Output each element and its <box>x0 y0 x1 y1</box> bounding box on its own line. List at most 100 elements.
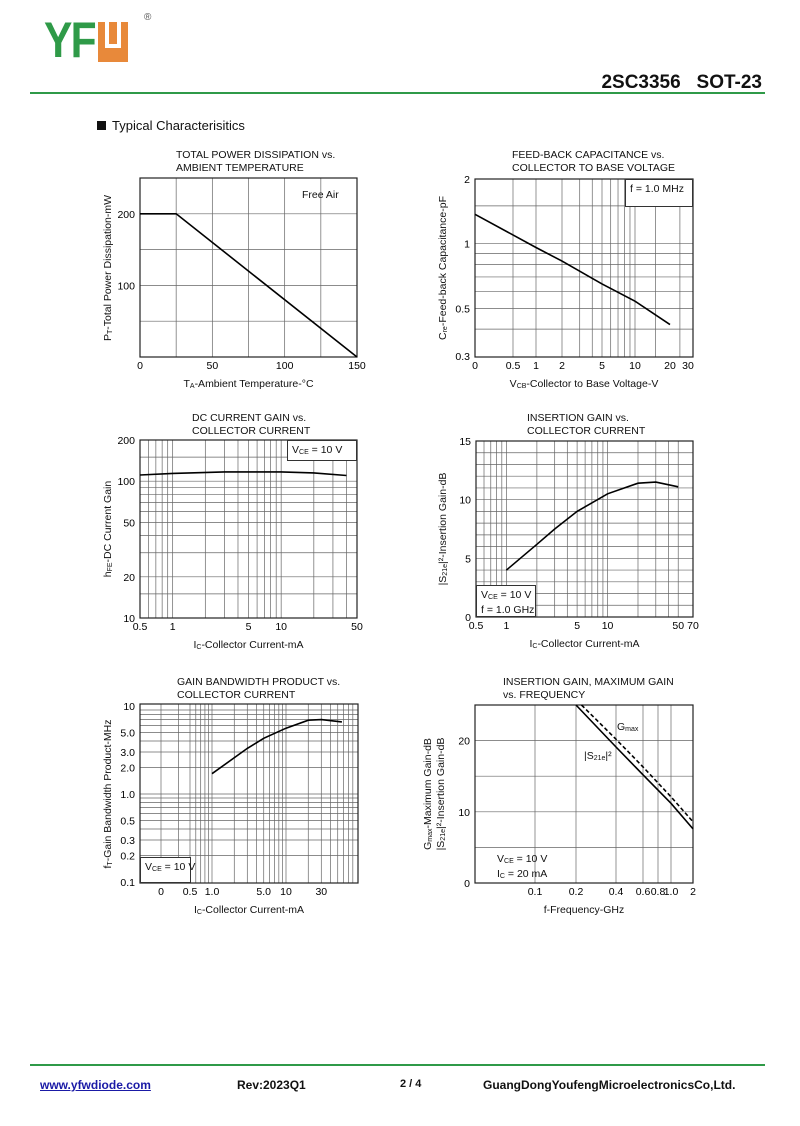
annotation-rest: = 10 V <box>308 444 343 456</box>
series-label-subscript: 21e <box>593 755 606 762</box>
y-tick-label: 50 <box>123 517 135 529</box>
y-tick-label: 10 <box>458 807 470 819</box>
x-tick-label: 70 <box>687 620 699 632</box>
annotation-main: V <box>292 444 300 456</box>
annotation-subscript: CE <box>504 858 514 865</box>
x-tick-label: 50 <box>206 360 218 372</box>
y-axis-label-subscript: 21e <box>440 829 447 841</box>
y-tick-label: 2.0 <box>120 763 135 775</box>
x-tick-label: 0.2 <box>569 886 584 898</box>
x-axis-label-subscript: A <box>189 383 195 390</box>
y-axis-label: |S21e|²-Insertion Gain-dB <box>435 738 447 851</box>
x-tick-label: 2 <box>690 886 696 898</box>
plot-frame <box>475 440 694 618</box>
website-link[interactable]: www.yfwdiode.com <box>40 1078 151 1092</box>
y-axis-label-rest: -DC Current Gain <box>102 480 114 563</box>
annotation-line: IC = 20 mA <box>497 868 547 883</box>
annotation-rest: = 10 V <box>497 589 532 601</box>
annotation-main: f = 1.0 MHz <box>630 183 684 195</box>
y-axis-label-rest: -Maximum Gain-dB <box>422 738 434 829</box>
y-tick-label: 5.0 <box>120 727 135 739</box>
logo-u-mark <box>97 22 128 62</box>
chart-title: FEED-BACK CAPACITANCE vs. COLLECTOR TO BA… <box>512 149 675 175</box>
series-line-1 <box>505 481 679 571</box>
x-tick-label: 0.5 <box>469 620 484 632</box>
x-tick-label: 20 <box>664 360 676 372</box>
y-tick-label: 10 <box>123 613 135 625</box>
grid <box>475 705 693 883</box>
x-tick-label: 100 <box>276 360 294 372</box>
y-tick-label: 1 <box>464 239 470 251</box>
chart-title-line: COLLECTOR CURRENT <box>527 425 646 437</box>
y-axis-label: Gmax-Maximum Gain-dB <box>422 738 434 850</box>
chart-title-line: AMBIENT TEMPERATURE <box>176 162 304 174</box>
footer-website[interactable]: www.yfwdiode.com <box>40 1078 151 1092</box>
y-tick-label: 2 <box>464 174 470 186</box>
x-axis-label-main: V <box>509 378 517 390</box>
x-axis-label-rest: -Ambient Temperature-°C <box>194 378 314 390</box>
y-tick-label: 5 <box>465 553 471 565</box>
annotation-main: f = 1.0 GHz <box>481 604 535 616</box>
y-axis-label-subscript: re <box>442 326 449 333</box>
x-axis-label: f-Frequency-GHz <box>544 904 625 916</box>
annotation-line: f = 1.0 MHz <box>630 183 688 198</box>
chart-title: TOTAL POWER DISSIPATION vs. AMBIENT TEMPE… <box>176 149 335 175</box>
y-tick-label: 20 <box>458 736 470 748</box>
plot-frame <box>139 439 358 619</box>
x-tick-label: 30 <box>682 360 694 372</box>
y-axis-label: hFE-DC Current Gain <box>102 481 114 578</box>
series-label-main: |S <box>584 750 594 762</box>
logo-mark: YF <box>44 12 97 68</box>
x-axis-label: TA-Ambient Temperature-°C <box>183 378 313 390</box>
x-axis-label-rest: -Collector Current-mA <box>201 904 305 916</box>
annotation-main: V <box>145 861 153 873</box>
x-axis-label-subscript: C <box>532 643 538 650</box>
chart-title-line: GAIN BANDWIDTH PRODUCT vs. <box>177 676 341 688</box>
y-axis-label-main: h <box>102 571 114 578</box>
y-tick-label: 10 <box>459 495 471 507</box>
y-axis-label-rest: -Feed-back Capacitance-pF <box>437 196 449 327</box>
series-label-main: G <box>617 721 626 733</box>
x-tick-label: 5 <box>574 620 580 632</box>
x-tick-label: 10 <box>275 621 287 633</box>
x-tick-label: 10 <box>629 360 641 372</box>
y-tick-label: 0.5 <box>455 303 470 315</box>
y-axis-label-main: C <box>437 332 449 340</box>
annotation-main: Free Air <box>302 189 339 201</box>
x-tick-label: 0.8 <box>651 886 666 898</box>
y-tick-label: 10 <box>123 701 135 713</box>
x-axis-label: IC-Collector Current-mA <box>194 904 304 916</box>
annotation-main: I <box>497 868 500 880</box>
x-tick-label: 50 <box>351 621 363 633</box>
chart-title-line: INSERTION GAIN, MAXIMUM GAIN <box>503 676 674 688</box>
annotation-main: V <box>497 853 505 865</box>
series-line-1 <box>139 471 347 477</box>
company-logo: YF <box>44 12 128 68</box>
y-axis-label-rest: |²-Insertion Gain-dB <box>437 472 449 565</box>
x-tick-label: 5.0 <box>256 886 271 898</box>
y-axis-label-main: G <box>422 841 434 850</box>
x-axis-label-main: I <box>193 904 197 916</box>
annotation-line: VCE = 10 V <box>145 861 195 876</box>
x-axis-label: IC-Collector Current-mA <box>529 638 639 650</box>
series-line-1 <box>211 718 342 775</box>
y-axis-label-main: |S <box>435 840 447 851</box>
section-heading: Typical Characterisitics <box>97 118 245 133</box>
chart-3: 0.5 1 5 10 50 10 20 50 100 200 <box>117 435 363 633</box>
series-line-1 <box>474 213 671 326</box>
footer-page-number: 2 / 4 <box>400 1078 422 1090</box>
series-label: |S21e|² <box>584 750 612 765</box>
y-axis-label-subscript: max <box>427 828 434 842</box>
plot-frame <box>474 178 694 358</box>
series-line-1 <box>140 213 358 358</box>
annotation-subscript: CE <box>152 866 162 873</box>
chart-annotation: VCE = 10 V <box>287 440 357 461</box>
y-tick-label: 100 <box>117 476 135 488</box>
x-tick-label: 0.6 <box>636 886 651 898</box>
series-line-1 <box>580 704 694 823</box>
annotation-line: VCE = 10 V <box>497 853 547 868</box>
x-axis-label-subscript: CB <box>516 383 527 390</box>
y-axis-label-subscript: 21e <box>442 564 449 576</box>
x-tick-label: 0.5 <box>133 621 148 633</box>
